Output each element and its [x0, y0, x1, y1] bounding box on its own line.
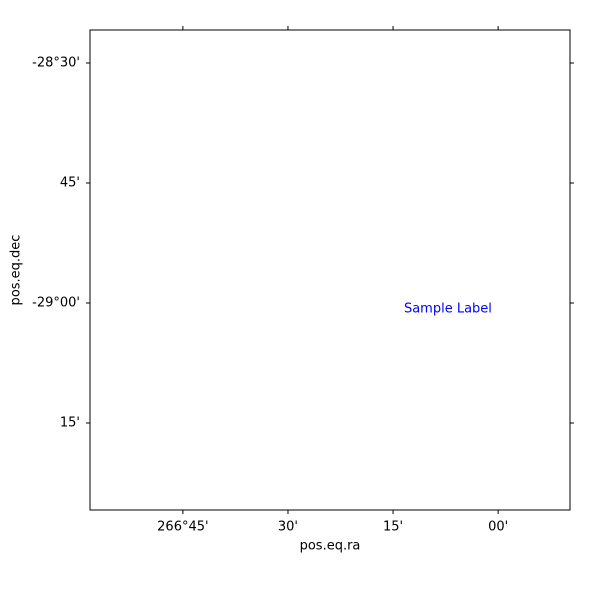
plot-frame — [89, 29, 571, 511]
y-tick-label: -29°00' — [32, 296, 80, 311]
x-axis-label: pos.eq.ra — [300, 539, 361, 554]
y-axis-label: pos.eq.dec — [9, 235, 24, 306]
y-tick-label: 45' — [60, 176, 80, 191]
x-tick-label: 15' — [383, 520, 403, 535]
x-tick-label: 266°45' — [157, 520, 208, 535]
x-tick-label: 30' — [278, 520, 298, 535]
x-tick-label: 00' — [488, 520, 508, 535]
annotation: Sample Label — [404, 302, 492, 317]
y-tick-label: 15' — [60, 416, 80, 431]
y-tick-label: -28°30' — [32, 56, 80, 71]
